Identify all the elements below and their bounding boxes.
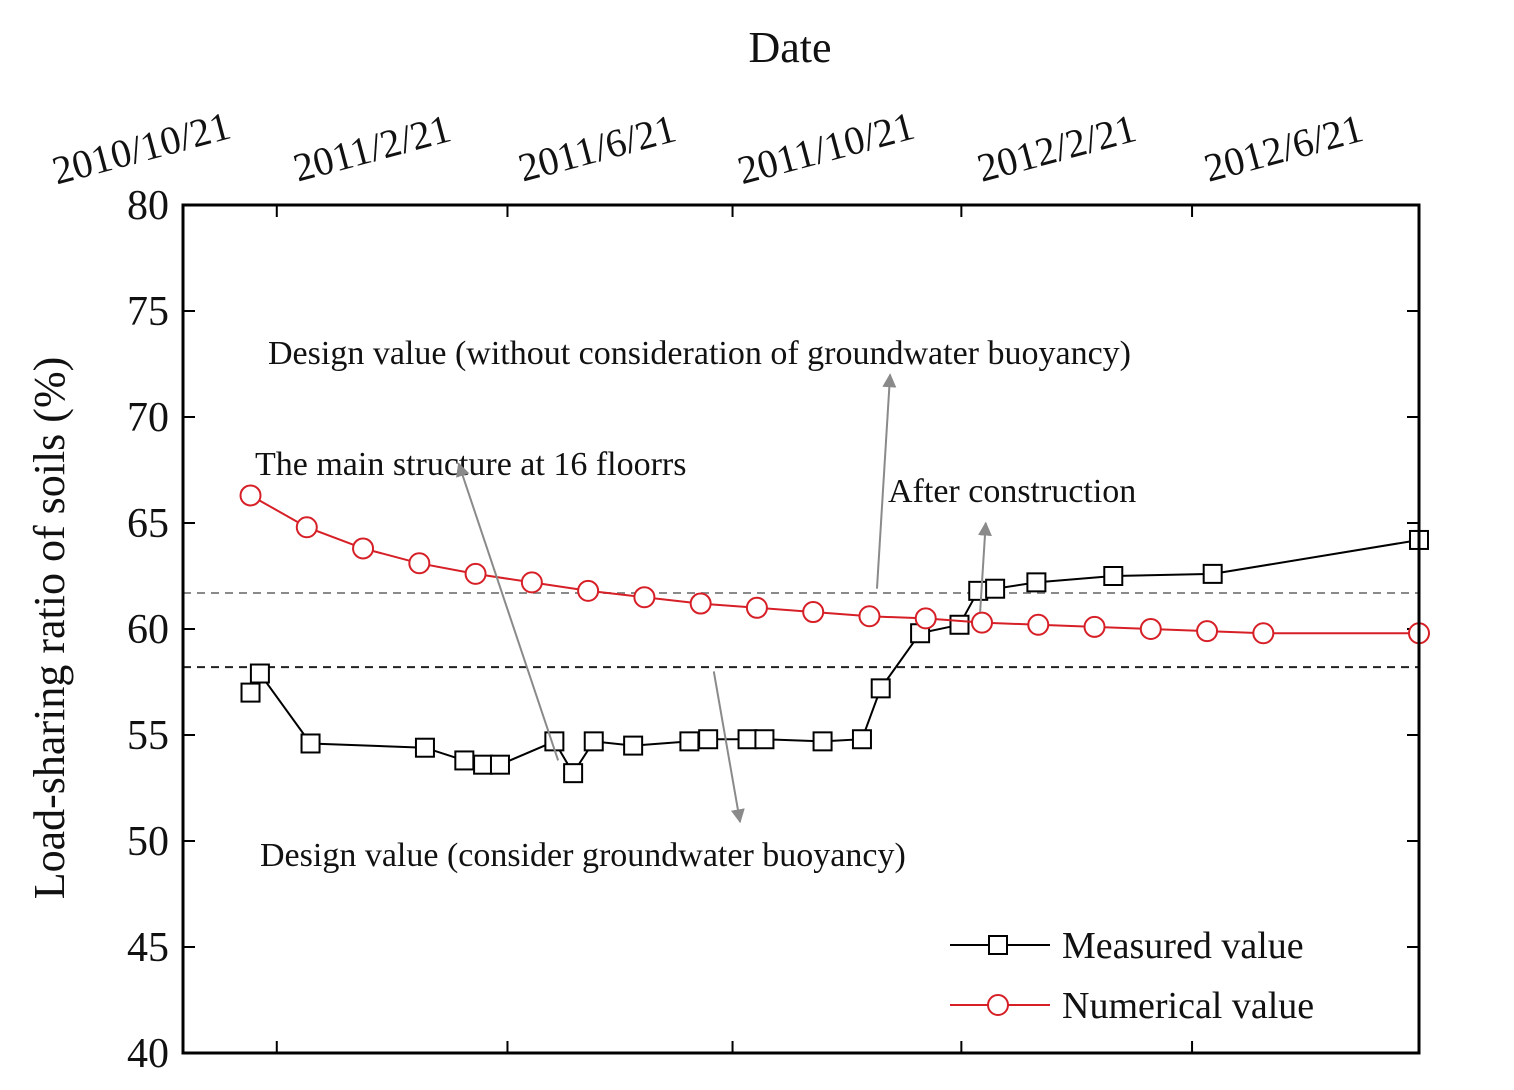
x-tick-label: 2011/10/21 bbox=[733, 103, 919, 193]
plot-frame bbox=[181, 203, 1421, 1055]
annotation-main-structure: The main structure at 16 floorrs bbox=[255, 446, 686, 483]
data-point bbox=[464, 562, 487, 585]
y-tick-label: 80 bbox=[127, 183, 169, 229]
legend-label-measured: Measured value bbox=[1062, 925, 1304, 967]
x-tick-label: 2012/6/21 bbox=[1199, 105, 1367, 190]
data-point bbox=[1139, 618, 1162, 640]
annotation-arrows bbox=[456, 373, 992, 824]
data-point bbox=[454, 750, 475, 771]
data-point bbox=[295, 516, 318, 539]
data-point bbox=[414, 737, 435, 758]
legend-item-numerical: Numerical value bbox=[950, 985, 1314, 1027]
y-axis: 80 75 70 65 60 55 50 45 40 bbox=[127, 183, 1419, 1077]
data-point bbox=[914, 607, 937, 630]
data-point bbox=[563, 763, 584, 784]
y-axis-title: Load-sharing ratio of soils (%) bbox=[25, 357, 74, 900]
data-point bbox=[240, 682, 261, 703]
data-point bbox=[858, 605, 881, 628]
data-point bbox=[1083, 615, 1106, 638]
data-point bbox=[583, 731, 604, 752]
data-point bbox=[968, 580, 989, 601]
data-point bbox=[745, 596, 768, 619]
data-point bbox=[689, 592, 712, 615]
x-tick-label: 2010/10/21 bbox=[47, 103, 235, 194]
x-tick-label: 2011/6/21 bbox=[514, 105, 681, 190]
data-point bbox=[352, 537, 375, 560]
data-point bbox=[623, 735, 644, 756]
annotation-arrow bbox=[712, 671, 745, 824]
data-point bbox=[802, 601, 825, 624]
x-tick-label: 2012/2/21 bbox=[972, 105, 1140, 190]
y-tick-label: 75 bbox=[127, 289, 169, 335]
data-point bbox=[737, 729, 758, 750]
data-point bbox=[870, 678, 891, 699]
data-point bbox=[851, 729, 872, 750]
data-point bbox=[249, 663, 270, 684]
data-point bbox=[489, 754, 510, 775]
data-point bbox=[1202, 563, 1223, 584]
annotation-arrow bbox=[456, 462, 560, 761]
y-tick-label: 65 bbox=[127, 501, 169, 547]
y-tick-label: 60 bbox=[127, 607, 169, 653]
reference-lines bbox=[183, 591, 1419, 669]
legend: Measured value Numerical value bbox=[950, 925, 1314, 1027]
data-point bbox=[1027, 613, 1050, 636]
data-point bbox=[1103, 566, 1124, 586]
data-point bbox=[698, 729, 719, 750]
data-point bbox=[408, 552, 431, 575]
data-point bbox=[577, 579, 600, 602]
legend-marker-square bbox=[988, 935, 1008, 955]
data-point bbox=[633, 586, 656, 609]
data-point bbox=[473, 754, 494, 775]
y-tick-label: 40 bbox=[127, 1031, 169, 1077]
legend-marker-circle bbox=[987, 994, 1009, 1016]
legend-label-numerical: Numerical value bbox=[1062, 985, 1314, 1027]
series-layer bbox=[239, 484, 1430, 784]
annotation-design-with-buoyancy: Design value (consider groundwater buoya… bbox=[260, 837, 906, 874]
data-point bbox=[1196, 620, 1219, 643]
data-point bbox=[679, 731, 700, 752]
y-tick-label: 55 bbox=[127, 713, 169, 759]
data-point bbox=[1026, 572, 1047, 593]
legend-item-measured: Measured value bbox=[950, 925, 1304, 967]
annotation-arrow bbox=[875, 373, 897, 589]
y-tick-label: 70 bbox=[127, 395, 169, 441]
data-point bbox=[754, 729, 775, 750]
data-point bbox=[239, 484, 262, 507]
data-point bbox=[520, 571, 543, 594]
y-tick-label: 50 bbox=[127, 819, 169, 865]
data-point bbox=[300, 733, 321, 754]
data-point bbox=[970, 611, 993, 634]
annotation-design-without-buoyancy: Design value (without consideration of g… bbox=[268, 335, 1131, 372]
data-point bbox=[1252, 622, 1275, 645]
x-tick-label: 2011/2/21 bbox=[289, 105, 456, 190]
data-point bbox=[949, 614, 970, 635]
y-tick-label: 45 bbox=[127, 925, 169, 971]
x-axis-title: Date bbox=[748, 23, 831, 72]
data-point bbox=[812, 731, 833, 752]
annotation-after-construction: After construction bbox=[888, 473, 1136, 510]
annotation-arrow bbox=[977, 521, 992, 613]
data-point bbox=[985, 578, 1006, 599]
